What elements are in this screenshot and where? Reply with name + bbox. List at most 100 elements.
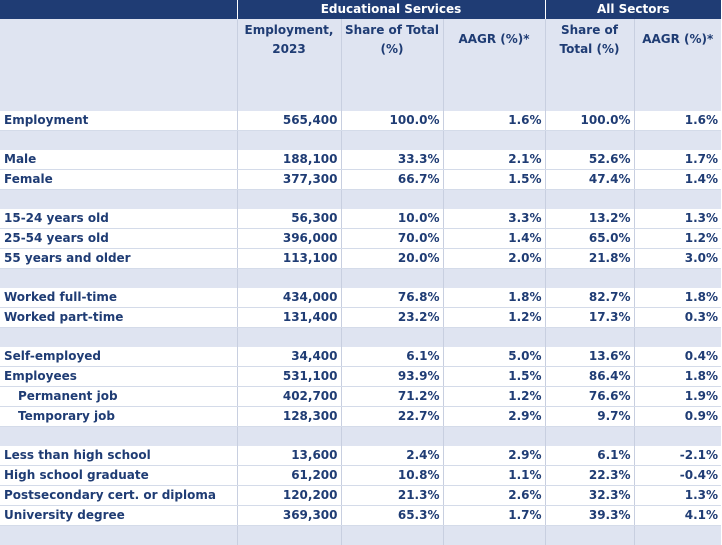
- section-spacer: [0, 131, 721, 151]
- cell-aagr-edu: 3.3%: [443, 209, 545, 229]
- cell-aagr-all: 1.7%: [634, 150, 721, 170]
- cell-aagr-edu: 2.0%: [443, 249, 545, 269]
- group-header-all-sectors: All Sectors: [545, 0, 721, 19]
- cell-aagr-edu: 5.0%: [443, 347, 545, 367]
- cell-aagr-edu: 2.9%: [443, 446, 545, 466]
- cell-aagr-all: 4.1%: [634, 506, 721, 526]
- cell-aagr-edu: 2.6%: [443, 486, 545, 506]
- cell-share-all: 86.4%: [545, 367, 634, 387]
- cell-share-all: 32.3%: [545, 486, 634, 506]
- cell-share-edu: 71.2%: [341, 387, 443, 407]
- cell-aagr-edu: 1.1%: [443, 466, 545, 486]
- cell-share-edu: 20.0%: [341, 249, 443, 269]
- cell-employment: 61,200: [237, 466, 341, 486]
- cell-share-all: 9.7%: [545, 407, 634, 427]
- spacer-cell: [237, 92, 341, 111]
- cell-employment: 128,300: [237, 407, 341, 427]
- cell-share-edu: 93.9%: [341, 367, 443, 387]
- cell-employment: 565,400: [237, 111, 341, 131]
- spacer-cell: [237, 328, 341, 348]
- spacer-cell: [634, 131, 721, 151]
- cell-aagr-all: 1.8%: [634, 288, 721, 308]
- spacer-cell: [443, 328, 545, 348]
- spacer-cell: [443, 131, 545, 151]
- cell-employment: 113,100: [237, 249, 341, 269]
- cell-share-edu: 70.0%: [341, 229, 443, 249]
- cell-employment: 188,100: [237, 150, 341, 170]
- row-label: Temporary job: [0, 407, 237, 427]
- cell-share-edu: 33.3%: [341, 150, 443, 170]
- spacer-cell: [0, 427, 237, 447]
- column-header-row: Employment, 2023 Share of Total (%) AAGR…: [0, 19, 721, 92]
- cell-share-all: 82.7%: [545, 288, 634, 308]
- row-label: 15-24 years old: [0, 209, 237, 229]
- cell-employment: 34,400: [237, 347, 341, 367]
- cell-aagr-all: 0.9%: [634, 407, 721, 427]
- section-spacer: [0, 190, 721, 210]
- column-header-employment: Employment, 2023: [237, 19, 341, 92]
- spacer-cell: [237, 427, 341, 447]
- cell-share-all: 13.2%: [545, 209, 634, 229]
- cell-share-edu: 22.7%: [341, 407, 443, 427]
- spacer-cell: [0, 92, 237, 111]
- spacer-cell: [545, 92, 634, 111]
- cell-share-edu: 65.3%: [341, 506, 443, 526]
- spacer-cell: [341, 131, 443, 151]
- row-label: Worked full-time: [0, 288, 237, 308]
- spacer-cell: [443, 92, 545, 111]
- spacer-cell: [545, 131, 634, 151]
- spacer-cell: [341, 328, 443, 348]
- spacer-cell: [634, 526, 721, 545]
- row-label: Postsecondary cert. or diploma: [0, 486, 237, 506]
- column-header-blank: [0, 19, 237, 92]
- row-label: Employment: [0, 111, 237, 131]
- column-header-aagr-edu: AAGR (%)*: [443, 19, 545, 92]
- spacer-cell: [0, 526, 237, 545]
- group-header-blank: [0, 0, 237, 19]
- cell-share-all: 21.8%: [545, 249, 634, 269]
- row-label: Permanent job: [0, 387, 237, 407]
- spacer-cell: [341, 190, 443, 210]
- cell-aagr-all: 1.9%: [634, 387, 721, 407]
- cell-aagr-all: 1.6%: [634, 111, 721, 131]
- cell-share-edu: 66.7%: [341, 170, 443, 190]
- cell-aagr-edu: 2.9%: [443, 407, 545, 427]
- cell-aagr-all: 1.3%: [634, 486, 721, 506]
- cell-employment: 131,400: [237, 308, 341, 328]
- cell-aagr-all: 1.3%: [634, 209, 721, 229]
- spacer-cell: [634, 328, 721, 348]
- spacer-cell: [0, 131, 237, 151]
- spacer-cell: [634, 190, 721, 210]
- cell-share-edu: 6.1%: [341, 347, 443, 367]
- row-label: Female: [0, 170, 237, 190]
- cell-share-all: 47.4%: [545, 170, 634, 190]
- spacer-cell: [443, 269, 545, 289]
- spacer-cell: [237, 131, 341, 151]
- spacer-cell: [341, 92, 443, 111]
- cell-share-edu: 76.8%: [341, 288, 443, 308]
- cell-employment: 396,000: [237, 229, 341, 249]
- row-label: Male: [0, 150, 237, 170]
- cell-share-edu: 23.2%: [341, 308, 443, 328]
- cell-share-edu: 21.3%: [341, 486, 443, 506]
- cell-share-edu: 10.0%: [341, 209, 443, 229]
- row-label: Less than high school: [0, 446, 237, 466]
- cell-aagr-edu: 1.4%: [443, 229, 545, 249]
- cell-employment: 120,200: [237, 486, 341, 506]
- spacer-cell: [634, 427, 721, 447]
- cell-employment: 402,700: [237, 387, 341, 407]
- cell-share-all: 13.6%: [545, 347, 634, 367]
- cell-share-all: 100.0%: [545, 111, 634, 131]
- row-label: Employees: [0, 367, 237, 387]
- cell-employment: 13,600: [237, 446, 341, 466]
- cell-aagr-all: 0.3%: [634, 308, 721, 328]
